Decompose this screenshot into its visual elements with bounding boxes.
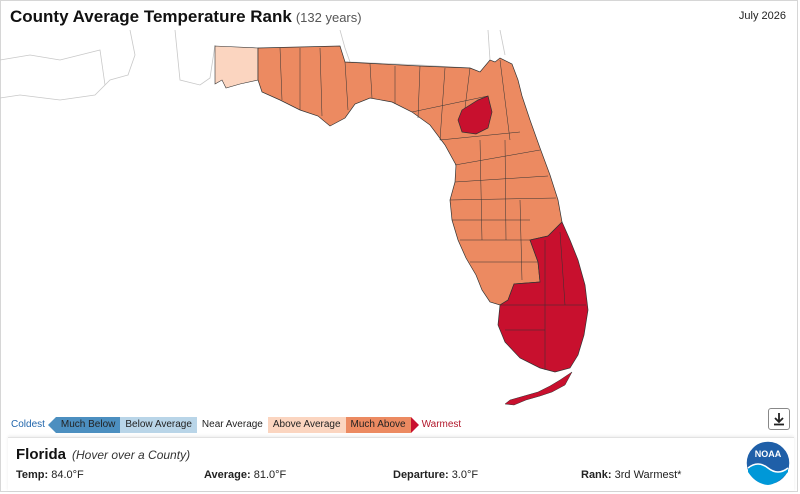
noaa-logo-icon: NOAA xyxy=(745,440,791,486)
legend-near-average: Near Average xyxy=(196,417,268,433)
county-alachua[interactable] xyxy=(457,95,493,135)
info-panel: Florida (Hover over a County) Temp: 84.0°… xyxy=(8,437,794,491)
noaa-logo-text: NOAA xyxy=(755,449,782,459)
info-average-value: 81.0°F xyxy=(253,469,287,481)
info-rank-value: 3rd Warmest* xyxy=(614,469,682,481)
map-date: July 2026 xyxy=(738,10,786,22)
county-borders xyxy=(279,47,586,370)
info-hint: (Hover over a County) xyxy=(72,448,191,462)
state-much-above-region[interactable] xyxy=(257,45,563,306)
download-icon xyxy=(774,413,784,426)
legend-much-below: Much Below xyxy=(55,417,121,433)
info-departure-value: 3.0°F xyxy=(451,469,479,481)
info-temp-value: 84.0°F xyxy=(51,469,84,481)
info-rank-label: Rank: xyxy=(581,469,612,481)
title-text: County Average Temperature Rank xyxy=(10,7,292,26)
florida-county-map xyxy=(0,30,589,406)
info-state-name: Florida xyxy=(16,446,67,463)
legend-warm-arrow-icon xyxy=(410,417,419,433)
legend-cold-arrow-icon xyxy=(47,417,56,433)
info-departure-label: Departure: xyxy=(393,469,449,481)
info-average: Average: 81.0°F xyxy=(204,469,286,481)
legend-coldest-label: Coldest xyxy=(11,419,45,430)
legend: Coldest Much Below Below Average Near Av… xyxy=(8,417,464,433)
info-temp: Temp: 84.0°F xyxy=(16,469,84,481)
info-average-label: Average: xyxy=(204,469,251,481)
info-rank: Rank: 3rd Warmest* xyxy=(581,469,681,481)
title-years: (132 years) xyxy=(295,10,362,25)
download-button[interactable] xyxy=(768,408,790,430)
legend-warmest-label: Warmest xyxy=(421,419,462,430)
info-departure: Departure: 3.0°F xyxy=(393,469,478,481)
county-escambia[interactable] xyxy=(214,45,259,89)
state-record-warmest-region[interactable] xyxy=(497,221,589,373)
florida-keys[interactable] xyxy=(504,371,573,406)
legend-much-above: Much Above xyxy=(345,417,411,433)
map-title: County Average Temperature Rank (132 year… xyxy=(10,7,362,27)
legend-above-average: Above Average xyxy=(267,417,346,433)
info-state: Florida (Hover over a County) xyxy=(16,446,190,463)
info-temp-label: Temp: xyxy=(16,469,49,481)
legend-below-average: Below Average xyxy=(120,417,197,433)
